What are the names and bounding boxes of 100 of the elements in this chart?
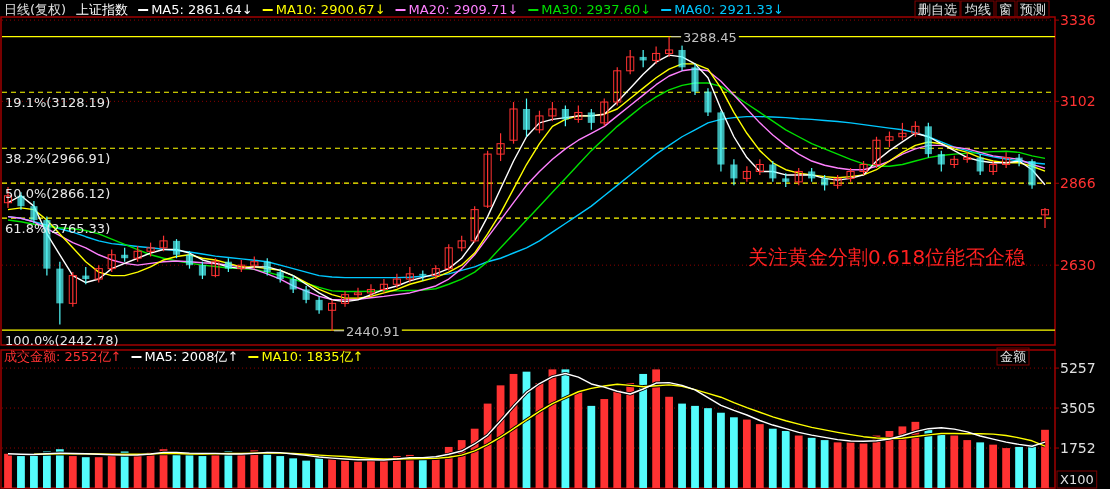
candlestick <box>172 238 181 259</box>
candlestick <box>444 243 453 271</box>
bar <box>198 456 207 488</box>
bar <box>924 428 933 488</box>
candlestick <box>1002 151 1011 169</box>
candlestick <box>665 36 674 58</box>
annotation: 窗 <box>999 2 1012 17</box>
bar <box>587 405 596 488</box>
bar <box>950 435 959 488</box>
candlestick <box>652 45 661 65</box>
bar <box>81 457 90 488</box>
candlestick <box>613 66 622 107</box>
legend-label: MA10: 1835亿↑ <box>261 349 364 364</box>
y-tick-label: 1752 <box>1060 440 1096 457</box>
ref-line-label: 38.2%(2966.91) <box>5 151 111 167</box>
bar <box>820 440 829 488</box>
bar <box>963 440 972 488</box>
annotation: 关注黄金分割0.618位能否企稳 <box>748 245 1026 269</box>
candlestick <box>340 290 350 308</box>
candlestick <box>587 108 595 131</box>
bar <box>354 461 362 488</box>
annotation: 2440.91 <box>346 323 400 339</box>
annotation: 删自选 <box>918 2 957 17</box>
bar <box>730 417 738 488</box>
bar <box>94 457 103 488</box>
bar <box>341 460 349 488</box>
candlestick <box>68 271 77 308</box>
bar <box>328 457 336 488</box>
bar <box>833 442 842 488</box>
bar <box>807 437 816 488</box>
candlestick <box>678 44 686 72</box>
ref-line-label: 19.1%(3128.19) <box>5 95 111 111</box>
bar <box>755 424 764 488</box>
candlestick <box>1040 207 1050 229</box>
candlestick <box>211 257 220 278</box>
bar <box>1015 446 1023 488</box>
bar <box>639 373 648 488</box>
bar <box>574 392 583 488</box>
candlestick <box>470 205 479 244</box>
bar <box>1041 429 1049 488</box>
annotation: 预测 <box>1020 2 1046 17</box>
candlestick <box>366 283 376 298</box>
bar <box>937 433 946 488</box>
bar <box>613 389 622 488</box>
ref-line-label: 100.0%(2442.78) <box>5 333 119 349</box>
candlestick <box>509 101 518 145</box>
bar <box>652 369 661 488</box>
legend-label: MA10: 2900.67↓ <box>275 2 386 17</box>
bar <box>989 444 998 488</box>
candlestick <box>626 49 635 75</box>
candlestick <box>522 97 531 138</box>
y-tick-label: 3102 <box>1060 93 1096 110</box>
bar <box>315 458 323 488</box>
bar <box>976 442 985 488</box>
bar <box>367 460 375 488</box>
bar <box>55 449 64 488</box>
legend-label: MA20: 2909.71↓ <box>408 2 519 17</box>
bar <box>678 403 686 488</box>
bar <box>704 408 712 488</box>
chart-title: 日线(复权) <box>4 2 67 17</box>
bar <box>289 458 298 488</box>
bar <box>133 454 142 488</box>
legend-label: MA5: 2861.64↓ <box>151 2 253 17</box>
candlestick <box>30 200 38 225</box>
y-tick-label: 2630 <box>1060 257 1096 274</box>
bar <box>250 450 259 488</box>
candlestick <box>704 87 712 117</box>
bar <box>626 383 635 488</box>
candlestick <box>535 110 544 134</box>
candlestick <box>353 287 363 299</box>
bar <box>794 435 803 488</box>
bar <box>68 456 77 488</box>
bar <box>781 430 790 488</box>
candlestick <box>872 136 881 169</box>
candlestick <box>496 132 505 162</box>
bar <box>237 453 246 488</box>
legend-label: MA60: 2921.33↓ <box>674 2 785 17</box>
candlestick <box>769 160 777 183</box>
text: X100 <box>1060 472 1094 487</box>
candlestick <box>548 101 557 122</box>
chart-title: 成交金额: 2552亿↑ <box>4 349 122 364</box>
bar <box>30 454 38 488</box>
candlestick <box>561 104 569 127</box>
bar <box>1002 448 1010 488</box>
candlestick <box>379 278 388 294</box>
bar <box>665 396 673 488</box>
bar <box>600 399 609 488</box>
annotation: 金额 <box>1000 349 1026 364</box>
line-series <box>6 371 1047 462</box>
legend-label: MA30: 2937.60↓ <box>541 2 652 17</box>
bar <box>911 421 920 488</box>
chart-subtitle: 上证指数 <box>76 2 129 17</box>
legend-label: MA5: 2008亿↑ <box>144 349 239 364</box>
y-tick-label: 3336 <box>1060 12 1096 29</box>
bar <box>17 456 25 488</box>
candlestick <box>600 97 609 127</box>
bar <box>211 454 220 488</box>
bar <box>768 428 777 488</box>
annotation: 均线 <box>964 2 991 17</box>
candlestick <box>742 165 751 183</box>
